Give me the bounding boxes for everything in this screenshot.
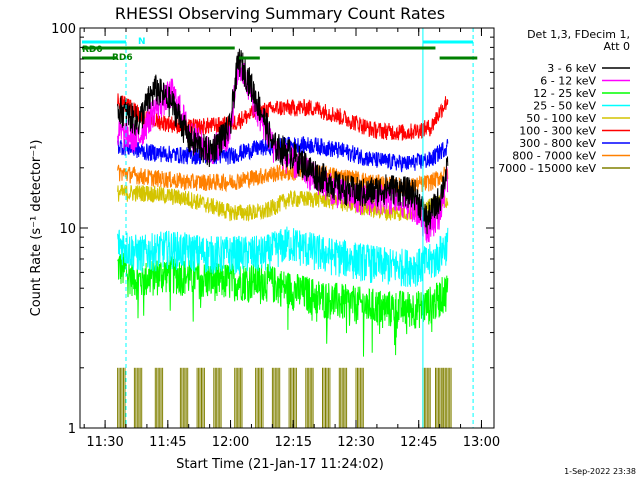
x-tick-label: 11:30 <box>86 435 123 450</box>
series-100-300-kev <box>117 93 449 141</box>
legend-label: 50 - 100 keV <box>526 112 596 125</box>
legend-header-line-1: Det 1,3, FDecim 1, <box>527 28 630 41</box>
x-tick-label: 11:45 <box>149 435 186 450</box>
x-tick-label: 12:15 <box>275 435 312 450</box>
night-flag-label: N <box>138 37 146 47</box>
x-tick-label: 12:00 <box>212 435 249 450</box>
x-tick-label: 12:45 <box>400 435 437 450</box>
y-axis-label: Count Rate (s⁻¹ detector⁻¹) <box>29 140 44 317</box>
legend-label: 6 - 12 keV <box>540 75 596 88</box>
y-axis: 1 10 100 <box>51 22 494 437</box>
legend-label: 7000 - 15000 keV <box>498 162 596 175</box>
legend-label: 25 - 50 keV <box>533 100 596 113</box>
series-layer <box>117 48 452 428</box>
legend-label: 300 - 800 keV <box>519 137 596 150</box>
legend-label: 100 - 300 keV <box>519 125 596 138</box>
rd0-flag-label: RD0 <box>82 45 103 55</box>
rd6-flag-label: RD6 <box>112 53 133 63</box>
series-3-6-kev <box>117 48 449 235</box>
chart-title: RHESSI Observing Summary Count Rates <box>115 4 445 23</box>
legend-label: 12 - 25 keV <box>533 87 596 100</box>
overlay-layer: N RD0 RD6 <box>82 28 478 428</box>
x-tick-label: 13:00 <box>463 435 500 450</box>
legend-header-line-2: Att 0 <box>604 40 630 53</box>
series-7000-15000-kev <box>117 367 452 428</box>
series-25-50-kev <box>117 226 449 287</box>
legend-label: 3 - 6 keV <box>547 62 596 75</box>
y-tick-label: 100 <box>51 22 76 37</box>
series-50-100-kev <box>117 184 449 222</box>
plot-area: N RD0 RD6 <box>82 28 478 428</box>
x-axis-label: Start Time (21-Jan-17 11:24:02) <box>176 457 384 472</box>
legend-label: 800 - 7000 keV <box>512 150 596 163</box>
x-tick-label: 12:30 <box>337 435 374 450</box>
y-tick-label: 10 <box>59 222 76 237</box>
x-axis: 11:30 11:45 12:00 12:15 12:30 12:45 13:00 <box>83 28 500 450</box>
y-tick-label: 1 <box>68 422 76 437</box>
timestamp: 1-Sep-2022 23:38 <box>564 467 636 476</box>
